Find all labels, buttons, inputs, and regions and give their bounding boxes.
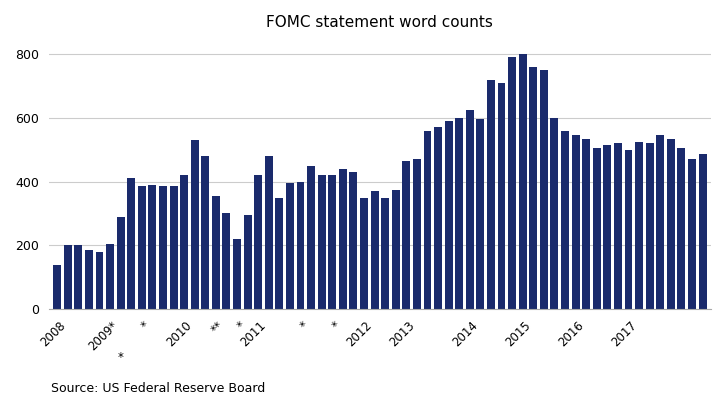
- Bar: [508, 57, 516, 309]
- Bar: [476, 119, 484, 309]
- Bar: [307, 166, 315, 309]
- Bar: [85, 250, 93, 309]
- Bar: [614, 143, 622, 309]
- Bar: [455, 118, 463, 309]
- Bar: [592, 148, 600, 309]
- Bar: [117, 217, 125, 309]
- Bar: [497, 83, 505, 309]
- Bar: [698, 154, 706, 309]
- Bar: [688, 159, 696, 309]
- Bar: [296, 182, 304, 309]
- Bar: [233, 239, 241, 309]
- Bar: [349, 172, 357, 309]
- Bar: [138, 186, 146, 309]
- Bar: [275, 197, 283, 309]
- Title: FOMC statement word counts: FOMC statement word counts: [266, 15, 493, 30]
- Bar: [339, 169, 347, 309]
- Bar: [656, 135, 664, 309]
- Bar: [402, 161, 410, 309]
- Bar: [360, 197, 368, 309]
- Bar: [191, 140, 199, 309]
- Bar: [244, 215, 252, 309]
- Bar: [529, 67, 537, 309]
- Bar: [318, 175, 326, 309]
- Bar: [550, 118, 558, 309]
- Bar: [582, 139, 590, 309]
- Bar: [466, 110, 474, 309]
- Bar: [423, 131, 431, 309]
- Bar: [540, 70, 548, 309]
- Bar: [254, 175, 262, 309]
- Bar: [677, 148, 685, 309]
- Bar: [212, 196, 220, 309]
- Bar: [286, 183, 294, 309]
- Bar: [201, 156, 209, 309]
- Bar: [603, 145, 611, 309]
- Bar: [127, 179, 135, 309]
- Bar: [106, 244, 114, 309]
- Bar: [487, 79, 495, 309]
- Bar: [170, 186, 178, 309]
- Bar: [434, 127, 442, 309]
- Bar: [328, 175, 336, 309]
- Bar: [74, 245, 82, 309]
- Bar: [96, 252, 104, 309]
- Bar: [645, 143, 653, 309]
- Bar: [265, 156, 273, 309]
- Bar: [444, 121, 452, 309]
- Text: *: *: [118, 351, 123, 364]
- Bar: [392, 189, 400, 309]
- Bar: [159, 186, 167, 309]
- Bar: [571, 135, 579, 309]
- Bar: [561, 131, 569, 309]
- Bar: [222, 214, 230, 309]
- Bar: [518, 54, 526, 309]
- Bar: [413, 159, 421, 309]
- Bar: [381, 197, 389, 309]
- Bar: [180, 175, 188, 309]
- Bar: [64, 245, 72, 309]
- Bar: [53, 264, 61, 309]
- Text: Source: US Federal Reserve Board: Source: US Federal Reserve Board: [51, 382, 265, 395]
- Bar: [624, 150, 632, 309]
- Bar: [370, 191, 378, 309]
- Bar: [635, 142, 643, 309]
- Bar: [666, 139, 674, 309]
- Bar: [148, 185, 156, 309]
